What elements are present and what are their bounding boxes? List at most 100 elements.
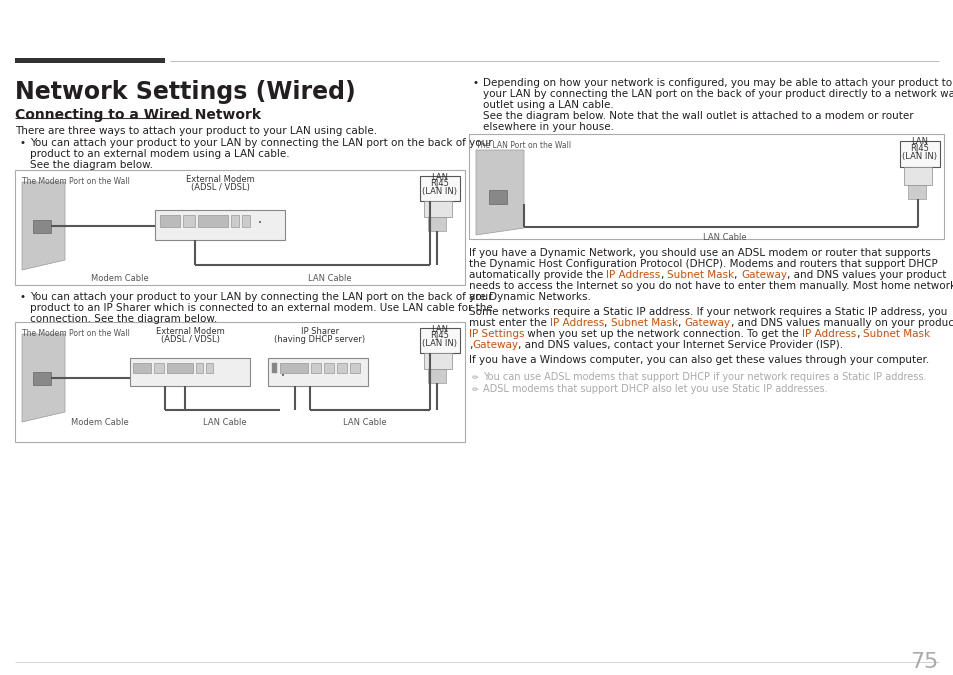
Text: RJ45: RJ45 xyxy=(909,144,928,153)
Text: automatically provide the: automatically provide the xyxy=(469,270,606,280)
Text: ,: , xyxy=(604,318,610,328)
Bar xyxy=(242,215,250,227)
Text: External Modem: External Modem xyxy=(186,175,254,184)
Bar xyxy=(206,363,213,373)
Text: RJ45: RJ45 xyxy=(430,331,449,340)
Text: Subnet Mask: Subnet Mask xyxy=(610,318,678,328)
Text: (LAN IN): (LAN IN) xyxy=(902,152,937,161)
Bar xyxy=(423,201,452,217)
Text: LAN Cable: LAN Cable xyxy=(343,418,386,427)
Bar xyxy=(33,372,51,385)
Text: LAN Cable: LAN Cable xyxy=(702,233,746,242)
Text: LAN: LAN xyxy=(431,325,448,334)
Bar xyxy=(428,369,446,383)
Text: Connecting to a Wired Network: Connecting to a Wired Network xyxy=(15,108,261,122)
Text: •: • xyxy=(473,78,478,88)
Text: 75: 75 xyxy=(910,652,938,672)
Text: , and DNS values your product: , and DNS values your product xyxy=(786,270,945,280)
Bar xyxy=(154,210,285,240)
Text: elsewhere in your house.: elsewhere in your house. xyxy=(482,122,614,132)
Text: are Dynamic Networks.: are Dynamic Networks. xyxy=(469,292,590,302)
Polygon shape xyxy=(22,334,65,422)
Bar xyxy=(324,363,334,373)
Text: Some networks require a Static IP address. If your network requires a Static IP : Some networks require a Static IP addres… xyxy=(469,307,946,317)
Text: You can use ADSL modems that support DHCP if your network requires a Static IP a: You can use ADSL modems that support DHC… xyxy=(482,372,925,382)
Bar xyxy=(33,220,51,233)
Bar xyxy=(15,58,165,63)
Bar xyxy=(336,363,347,373)
Text: ✏: ✏ xyxy=(472,384,478,393)
Text: The Modem Port on the Wall: The Modem Port on the Wall xyxy=(22,177,130,186)
Text: must enter the: must enter the xyxy=(469,318,550,328)
Text: connection. See the diagram below.: connection. See the diagram below. xyxy=(30,314,217,324)
Bar xyxy=(423,353,452,369)
Text: Gateway: Gateway xyxy=(684,318,730,328)
Bar xyxy=(419,176,459,201)
Text: ✏: ✏ xyxy=(472,372,478,381)
Text: , and DNS values, contact your Internet Service Provider (ISP).: , and DNS values, contact your Internet … xyxy=(517,340,842,350)
Text: The LAN Port on the Wall: The LAN Port on the Wall xyxy=(476,141,571,150)
Text: LAN Cable: LAN Cable xyxy=(308,274,352,283)
Text: See the diagram below. Note that the wall outlet is attached to a modem or route: See the diagram below. Note that the wal… xyxy=(482,111,913,121)
Text: Modem Cable: Modem Cable xyxy=(71,418,129,427)
Text: IP Address: IP Address xyxy=(550,318,604,328)
Text: If you have a Dynamic Network, you should use an ADSL modem or router that suppo: If you have a Dynamic Network, you shoul… xyxy=(469,248,930,258)
Text: IP Address: IP Address xyxy=(801,329,856,339)
Text: There are three ways to attach your product to your LAN using cable.: There are three ways to attach your prod… xyxy=(15,126,376,136)
Bar xyxy=(907,185,925,199)
Text: (LAN IN): (LAN IN) xyxy=(422,339,457,348)
Text: IP Sharer: IP Sharer xyxy=(300,327,338,336)
Text: outlet using a LAN cable.: outlet using a LAN cable. xyxy=(482,100,613,110)
Bar xyxy=(350,363,359,373)
Text: (ADSL / VDSL): (ADSL / VDSL) xyxy=(160,335,219,344)
Text: IP Settings: IP Settings xyxy=(469,329,524,339)
Bar xyxy=(899,141,939,167)
Text: product to an IP Sharer which is connected to an external modem. Use LAN cable f: product to an IP Sharer which is connect… xyxy=(30,303,493,313)
Text: RJ45: RJ45 xyxy=(430,179,449,188)
Text: •: • xyxy=(281,373,285,379)
Text: You can attach your product to your LAN by connecting the LAN port on the back o: You can attach your product to your LAN … xyxy=(30,292,492,302)
Text: Subnet Mask: Subnet Mask xyxy=(667,270,734,280)
Text: Modem Cable: Modem Cable xyxy=(91,274,149,283)
Text: LAN: LAN xyxy=(910,137,927,146)
Bar xyxy=(428,217,446,231)
Text: Gateway: Gateway xyxy=(740,270,786,280)
Text: LAN: LAN xyxy=(431,173,448,182)
Text: If you have a Windows computer, you can also get these values through your compu: If you have a Windows computer, you can … xyxy=(469,355,928,365)
Text: See the diagram below.: See the diagram below. xyxy=(30,160,152,170)
Polygon shape xyxy=(476,150,523,235)
Text: ,: , xyxy=(678,318,684,328)
Text: your LAN by connecting the LAN port on the back of your product directly to a ne: your LAN by connecting the LAN port on t… xyxy=(482,89,953,99)
Bar xyxy=(132,363,151,373)
Bar xyxy=(272,363,276,373)
Text: The Modem Port on the Wall: The Modem Port on the Wall xyxy=(22,329,130,338)
Text: product to an external modem using a LAN cable.: product to an external modem using a LAN… xyxy=(30,149,290,159)
Text: ,: , xyxy=(856,329,862,339)
Bar xyxy=(903,167,931,185)
Text: IP Address: IP Address xyxy=(606,270,660,280)
Bar xyxy=(153,363,164,373)
Bar xyxy=(198,215,228,227)
Bar xyxy=(195,363,203,373)
Text: •: • xyxy=(257,220,262,226)
Text: (ADSL / VDSL): (ADSL / VDSL) xyxy=(191,183,249,192)
Text: ,: , xyxy=(660,270,667,280)
Bar xyxy=(231,215,239,227)
Bar xyxy=(469,134,943,239)
Text: Gateway: Gateway xyxy=(472,340,517,350)
Bar xyxy=(419,328,459,353)
Bar xyxy=(15,322,464,442)
Text: when you set up the network connection. To get the: when you set up the network connection. … xyxy=(524,329,801,339)
Bar xyxy=(160,215,180,227)
Bar xyxy=(280,363,308,373)
Bar xyxy=(183,215,194,227)
Text: You can attach your product to your LAN by connecting the LAN port on the back o: You can attach your product to your LAN … xyxy=(30,138,492,148)
Text: , and DNS values manually on your product: , and DNS values manually on your produc… xyxy=(730,318,953,328)
Text: ADSL modems that support DHCP also let you use Static IP addresses.: ADSL modems that support DHCP also let y… xyxy=(482,384,827,394)
Text: Network Settings (Wired): Network Settings (Wired) xyxy=(15,80,355,104)
Text: (LAN IN): (LAN IN) xyxy=(422,187,457,196)
Bar xyxy=(489,190,506,204)
Text: Depending on how your network is configured, you may be able to attach your prod: Depending on how your network is configu… xyxy=(482,78,951,88)
Bar xyxy=(167,363,193,373)
Bar xyxy=(311,363,320,373)
